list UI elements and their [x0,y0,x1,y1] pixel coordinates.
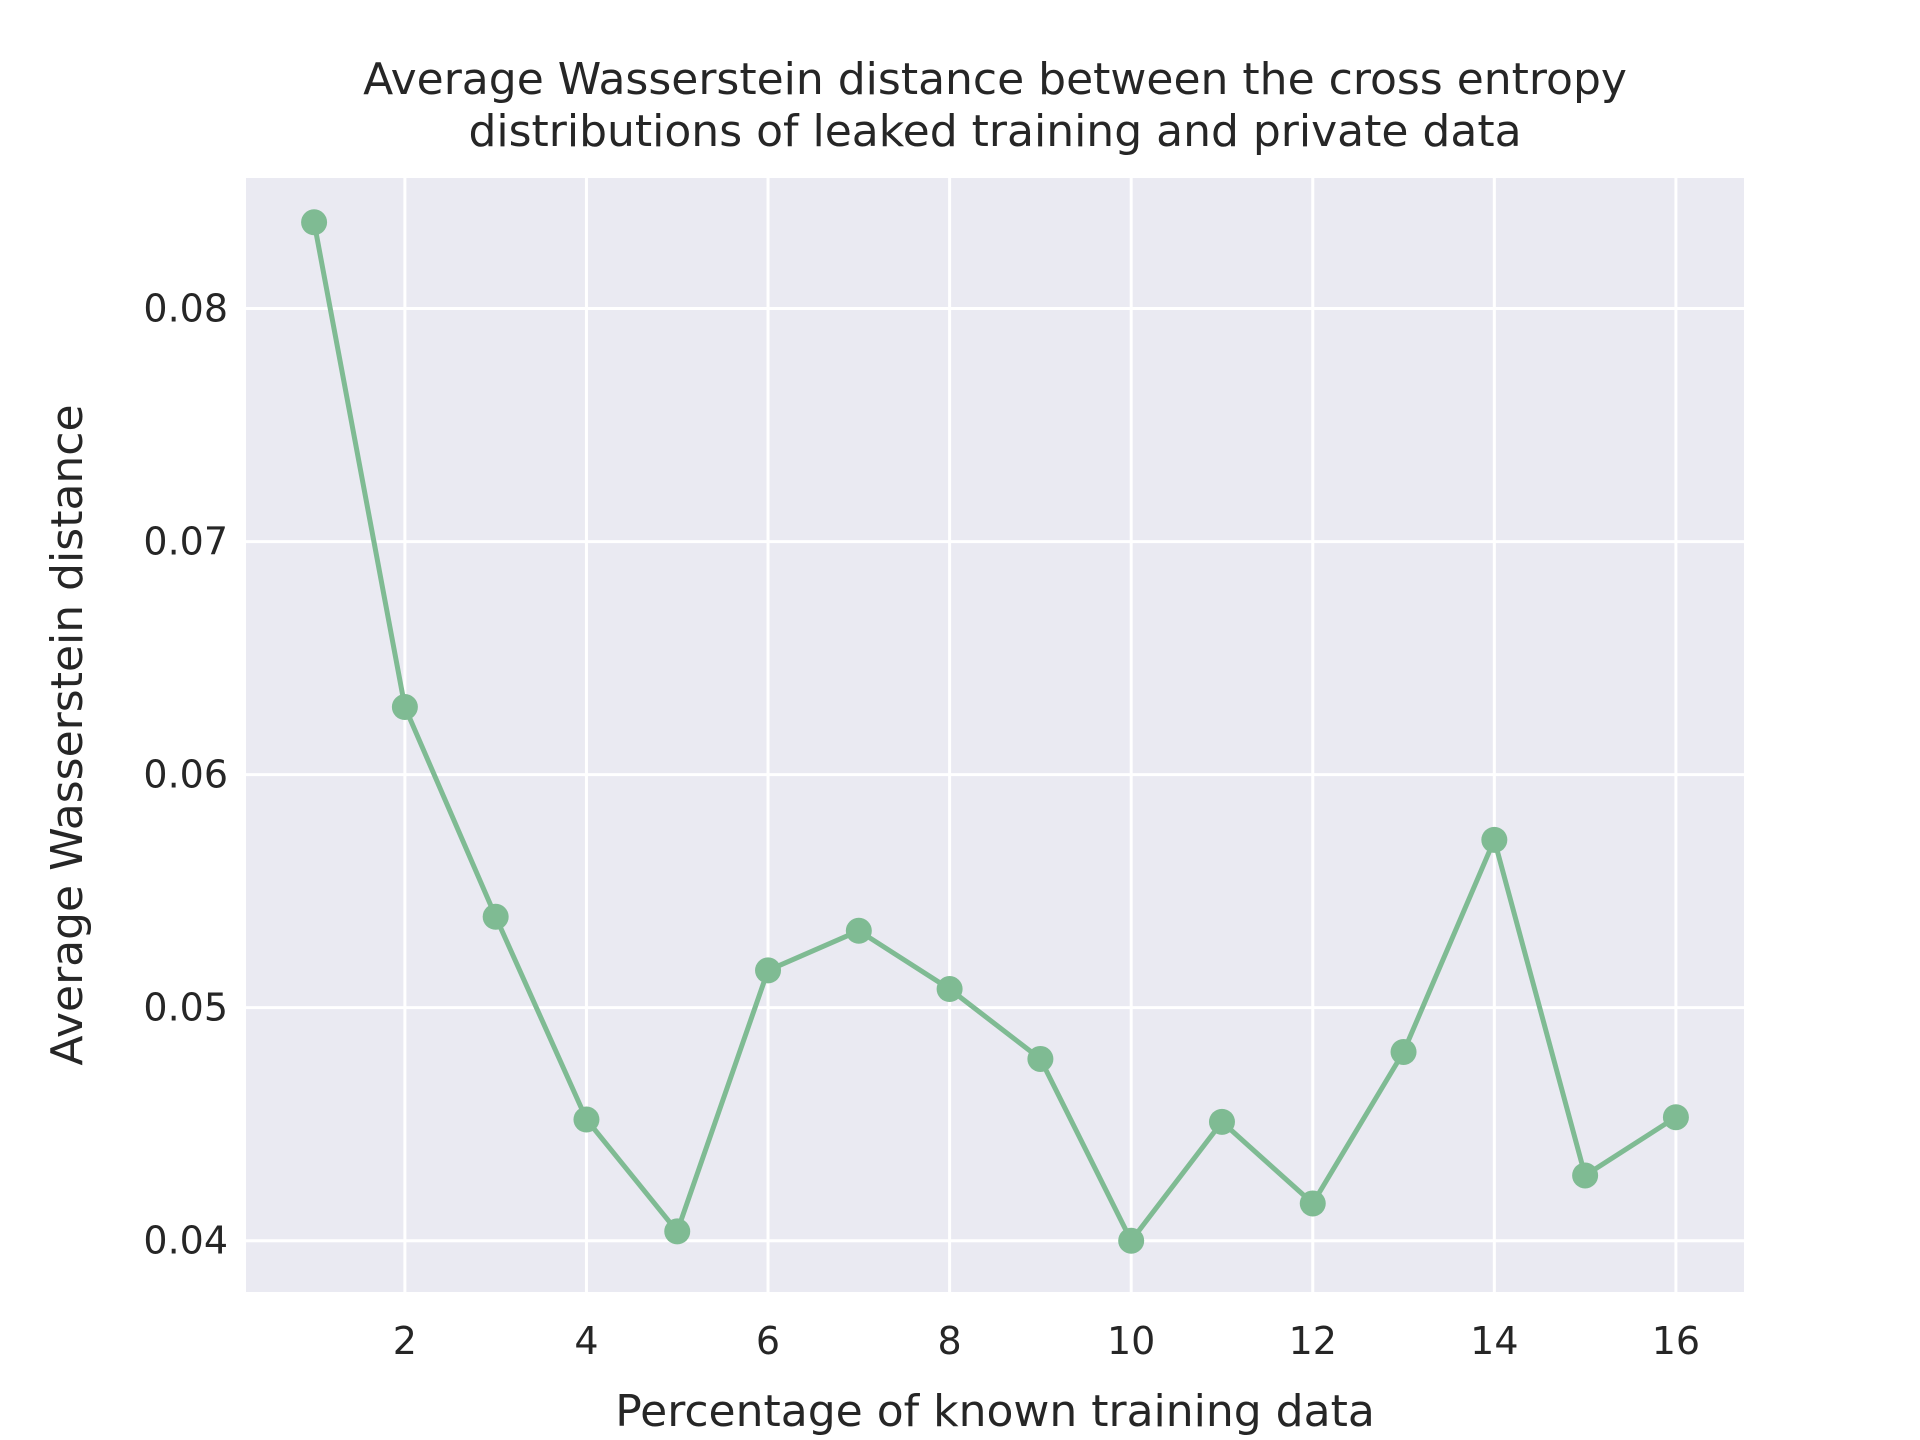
x-axis-label: Percentage of known training data [615,1386,1375,1437]
x-tick-label: 10 [1107,1319,1155,1363]
data-point [664,1218,691,1245]
y-tick-label: 0.05 [143,986,228,1030]
data-point [845,917,872,944]
data-point [482,903,509,930]
plot-area [246,178,1744,1292]
data-point [1027,1045,1054,1072]
chart-title: Average Wasserstein distance between the… [363,54,1627,157]
x-tick-label: 14 [1470,1319,1518,1363]
y-tick-label: 0.08 [143,287,228,331]
data-point [301,209,328,236]
x-tick-label: 6 [756,1319,780,1363]
x-tick-label: 8 [938,1319,962,1363]
y-tick-labels: 0.04 0.05 0.06 0.07 0.08 [143,287,228,1263]
chart-title-line-1: Average Wasserstein distance between the… [363,54,1627,105]
x-tick-label: 4 [574,1319,598,1363]
data-point [1572,1162,1599,1189]
x-gridlines [403,178,1678,1292]
x-tick-label: 2 [393,1319,417,1363]
series-line [311,219,1679,1244]
y-gridlines [246,307,1744,1243]
x-tick-labels: 2 4 6 8 10 12 14 16 [393,1319,1700,1363]
data-point [1390,1038,1417,1065]
data-point [755,957,782,984]
y-tick-label: 0.06 [143,753,228,797]
chart-title-line-2: distributions of leaked training and pri… [468,106,1521,157]
data-point [1662,1104,1689,1131]
data-point [573,1106,600,1133]
series-group [301,209,1689,1254]
y-tick-label: 0.07 [143,520,228,564]
data-point [936,976,963,1003]
data-point [1481,826,1508,853]
data-point [1118,1227,1145,1254]
x-tick-label: 12 [1289,1319,1337,1363]
data-point [1299,1190,1326,1217]
data-point [391,694,418,721]
y-tick-label: 0.04 [143,1219,228,1263]
x-tick-label: 16 [1652,1319,1700,1363]
y-axis-label: Average Wasserstein distance [42,404,93,1065]
data-point [1208,1108,1235,1135]
